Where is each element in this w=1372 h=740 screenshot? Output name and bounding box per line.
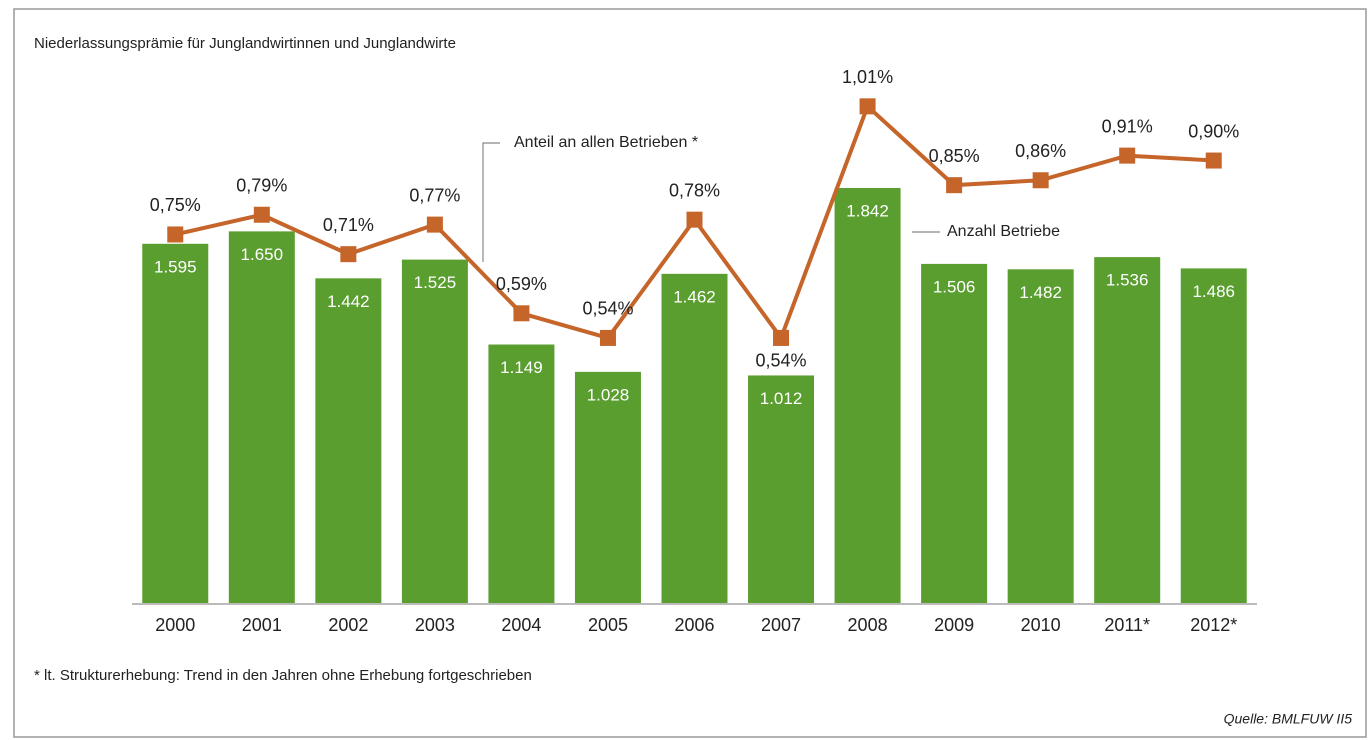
line-label: 0,86% [1015, 141, 1066, 161]
line-label: 0,91% [1102, 116, 1153, 136]
x-tick-label: 2005 [588, 615, 628, 635]
line-label: 0,71% [323, 215, 374, 235]
line-label: 0,75% [150, 195, 201, 215]
line-marker [946, 177, 963, 194]
legend-line: Anteil an allen Betrieben * [514, 134, 698, 151]
bar [834, 188, 901, 604]
x-tick-label: 2010 [1021, 615, 1061, 635]
line-label: 0,54% [756, 351, 807, 371]
line-label: 0,59% [496, 274, 547, 294]
bar [488, 344, 555, 604]
chart-title: Niederlassungsprämie für Junglandwirtinn… [34, 35, 456, 52]
x-tick-label: 2004 [501, 615, 541, 635]
bar [401, 259, 468, 604]
x-tick-label: 2002 [328, 615, 368, 635]
bar-label: 1.842 [846, 201, 889, 220]
line-marker [599, 329, 616, 346]
bar-label: 1.442 [327, 292, 370, 311]
bar-label: 1.149 [500, 358, 543, 377]
bar-label: 1.482 [1019, 283, 1062, 302]
line-marker [1032, 172, 1049, 189]
line-label: 0,77% [409, 185, 460, 205]
line-marker [1205, 152, 1222, 169]
bar [315, 278, 382, 604]
bar-label: 1.650 [241, 245, 284, 264]
line-label: 0,90% [1188, 121, 1239, 141]
source: Quelle: BMLFUW II5 [1224, 711, 1353, 727]
line-label: 0,79% [236, 175, 287, 195]
bar-label: 1.506 [933, 277, 976, 296]
bar [1094, 257, 1161, 604]
bar-label: 1.486 [1192, 282, 1235, 301]
footnote: * lt. Strukturerhebung: Trend in den Jah… [34, 667, 532, 684]
line-label: 1,01% [842, 67, 893, 87]
bar [142, 243, 209, 604]
bar [661, 273, 728, 604]
bar-label: 1.462 [673, 287, 716, 306]
line-marker [686, 211, 703, 228]
line-marker [1119, 147, 1136, 164]
line-marker [167, 226, 184, 243]
line-label: 0,85% [929, 146, 980, 166]
bar [921, 263, 988, 604]
x-tick-label: 2011* [1104, 615, 1150, 635]
x-tick-label: 2001 [242, 615, 282, 635]
bar [228, 231, 295, 604]
bar-label: 1.595 [154, 257, 197, 276]
bar [1180, 268, 1247, 604]
bar [1007, 269, 1074, 604]
line-label: 0,78% [669, 180, 720, 200]
x-tick-label: 2003 [415, 615, 455, 635]
x-tick-label: 2000 [155, 615, 195, 635]
x-tick-label: 2009 [934, 615, 974, 635]
x-tick-label: 2007 [761, 615, 801, 635]
x-tick-label: 2008 [848, 615, 888, 635]
line-marker [859, 98, 876, 115]
line-label: 0,54% [582, 299, 633, 319]
bar [748, 375, 815, 604]
line-marker [513, 305, 530, 322]
bar [574, 371, 641, 604]
line-marker [340, 246, 357, 263]
bar-label: 1.536 [1106, 271, 1149, 290]
line-marker [253, 206, 270, 223]
line-marker [426, 216, 443, 233]
bar-label: 1.028 [587, 385, 630, 404]
bar-label: 1.525 [414, 273, 457, 292]
leader-line [482, 142, 500, 262]
x-tick-label: 2012* [1190, 615, 1237, 635]
line-marker [773, 329, 790, 346]
bar-label: 1.012 [760, 389, 803, 408]
legend-bar: Anzahl Betriebe [947, 223, 1060, 240]
x-tick-label: 2006 [674, 615, 714, 635]
